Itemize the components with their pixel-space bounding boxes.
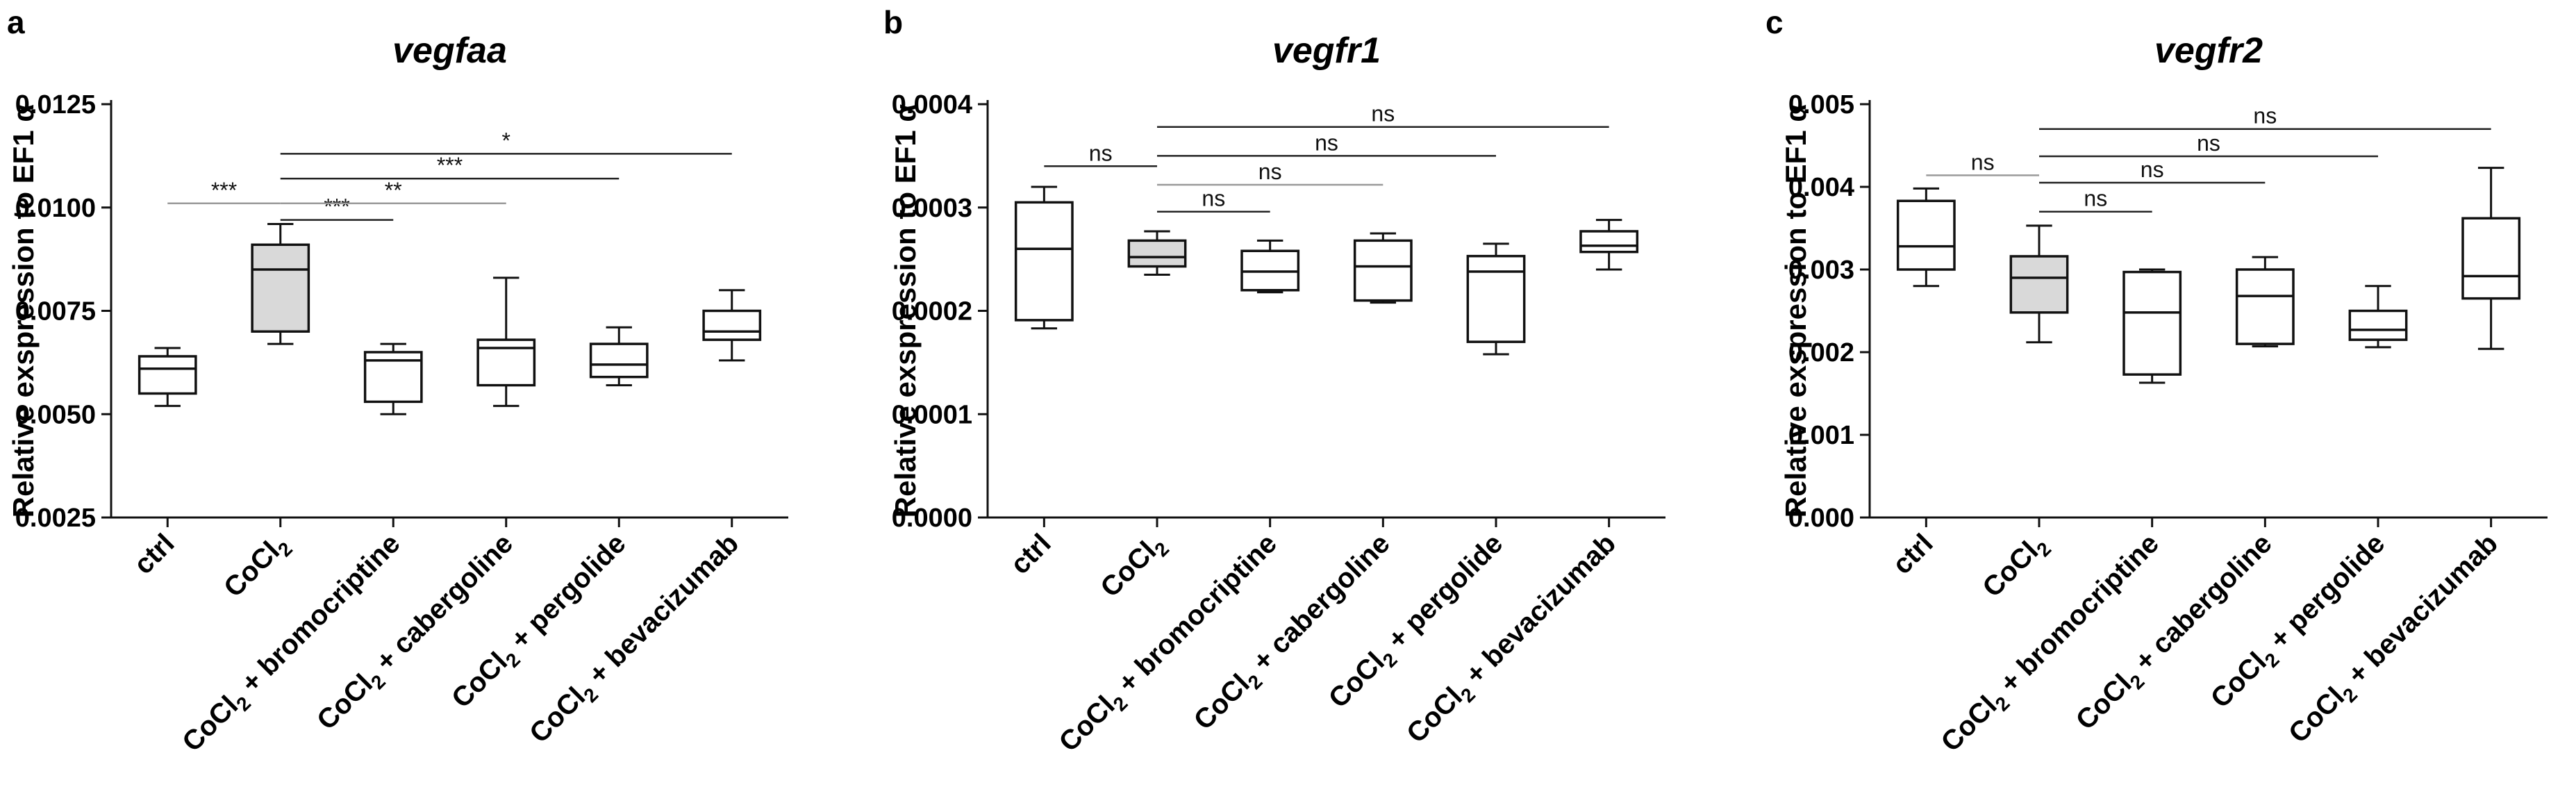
x-category-label: CoCl2 + cabergoline bbox=[1188, 528, 1399, 739]
y-axis-label: Relative exspression to EF1 α bbox=[7, 104, 40, 518]
panel-letter: b bbox=[883, 4, 903, 40]
box-iqr bbox=[2348, 309, 2408, 341]
significance-label: *** bbox=[211, 178, 237, 203]
significance-label: *** bbox=[437, 153, 463, 178]
x-category-label: CoCl2 + cabergoline bbox=[2070, 528, 2282, 739]
panel-letter: c bbox=[1765, 4, 1784, 40]
x-category-label: CoCl2 + bevacizumab bbox=[2283, 528, 2507, 752]
box-iqr bbox=[251, 243, 310, 333]
significance-label: ns bbox=[1089, 140, 1113, 165]
box-2 bbox=[2122, 268, 2182, 384]
y-tick-label: 0.003 bbox=[1788, 256, 1854, 285]
x-category-label: CoCl2 bbox=[1095, 528, 1173, 606]
box-iqr bbox=[1353, 239, 1413, 302]
y-tick-label: 0.005 bbox=[1788, 90, 1854, 119]
y-tick-label: 0.000 bbox=[1788, 504, 1854, 533]
box-iqr bbox=[2235, 268, 2295, 345]
significance-label: ns bbox=[1371, 101, 1395, 126]
y-tick-label: 0.0003 bbox=[892, 194, 972, 223]
box-iqr bbox=[2009, 255, 2069, 314]
box-3 bbox=[2235, 256, 2295, 348]
y-tick-label: 0.0000 bbox=[892, 504, 972, 533]
significance-label: ns bbox=[1315, 130, 1338, 155]
chart-title: vegfaa bbox=[392, 31, 507, 71]
panel-letter: a bbox=[7, 4, 25, 40]
x-category-label: CoCl2 + bevacizumab bbox=[1401, 528, 1625, 752]
y-tick-label: 0.0125 bbox=[15, 90, 96, 119]
significance-label: ns bbox=[2253, 103, 2277, 129]
x-category-label: ctrl bbox=[1005, 528, 1057, 580]
y-tick-label: 0.002 bbox=[1788, 338, 1854, 367]
significance-label: ns bbox=[1258, 159, 1282, 184]
x-category-label: CoCl2 bbox=[218, 528, 297, 606]
box-iqr bbox=[2461, 217, 2521, 300]
significance-label: ns bbox=[2197, 131, 2220, 156]
box-1 bbox=[1127, 230, 1187, 276]
x-category-label: CoCl2 + cabergoline bbox=[311, 528, 522, 739]
box-iqr bbox=[1579, 230, 1639, 254]
box-iqr bbox=[2122, 270, 2182, 376]
y-axis-label: Relative exspression to EF1 α bbox=[889, 104, 922, 518]
significance-label: ** bbox=[385, 178, 402, 203]
y-tick-label: 0.0002 bbox=[892, 297, 972, 326]
significance-label: ns bbox=[2141, 157, 2164, 182]
significance-label: * bbox=[502, 128, 510, 153]
box-4 bbox=[2348, 285, 2408, 349]
box-iqr bbox=[589, 342, 649, 379]
box-5 bbox=[2461, 167, 2521, 350]
y-tick-label: 0.0075 bbox=[15, 297, 96, 326]
significance-label: *** bbox=[324, 194, 349, 219]
box-4 bbox=[589, 326, 649, 387]
chart-title: vegfr1 bbox=[1272, 31, 1381, 71]
chart-panel-c: c vegfr2 Relative exspression to EF1 α0.00… bbox=[1765, 4, 2548, 761]
box-1 bbox=[2009, 224, 2069, 344]
box-iqr bbox=[1014, 201, 1074, 322]
box-3 bbox=[476, 276, 536, 407]
box-5 bbox=[1579, 219, 1639, 271]
y-tick-label: 0.0001 bbox=[892, 400, 972, 429]
box-1 bbox=[251, 223, 310, 345]
x-category-label: ctrl bbox=[1887, 528, 1939, 580]
box-2 bbox=[1240, 239, 1300, 294]
box-2 bbox=[363, 342, 423, 415]
significance-label: ns bbox=[2084, 186, 2107, 211]
box-iqr bbox=[1896, 199, 1956, 271]
x-category-label: ctrl bbox=[128, 528, 180, 580]
box-iqr bbox=[702, 309, 762, 341]
box-0 bbox=[138, 347, 197, 407]
box-iqr bbox=[1127, 239, 1187, 268]
box-iqr bbox=[138, 355, 197, 395]
y-axis-label: Relative exspression to EF1 α bbox=[1779, 104, 1812, 518]
y-tick-label: 0.0100 bbox=[15, 194, 96, 223]
x-category-label: CoCl2 bbox=[1977, 528, 2055, 606]
box-0 bbox=[1014, 185, 1074, 330]
chart-title: vegfr2 bbox=[2154, 31, 2263, 71]
box-4 bbox=[1466, 242, 1526, 356]
x-category-label: CoCl2 + bromocriptine bbox=[1054, 528, 1286, 761]
y-tick-label: 0.004 bbox=[1788, 173, 1854, 202]
y-tick-label: 0.0050 bbox=[15, 400, 96, 429]
chart-panel-b: b vegfr1 Relative exspression to EF1 α0.00… bbox=[883, 4, 1665, 761]
box-iqr bbox=[476, 338, 536, 387]
x-category-label: CoCl2 + bevacizumab bbox=[524, 528, 748, 752]
box-iqr bbox=[1466, 254, 1526, 343]
x-category-label: CoCl2 + bromocriptine bbox=[176, 528, 409, 761]
y-tick-label: 0.0004 bbox=[892, 90, 972, 119]
x-category-label: CoCl2 + bromocriptine bbox=[1936, 528, 2168, 761]
significance-label: ns bbox=[1971, 149, 1995, 174]
y-tick-label: 0.0025 bbox=[15, 504, 96, 533]
box-0 bbox=[1896, 187, 1956, 288]
box-5 bbox=[702, 289, 762, 362]
y-tick-label: 0.001 bbox=[1788, 421, 1854, 450]
box-3 bbox=[1353, 232, 1413, 304]
significance-label: ns bbox=[1202, 186, 1225, 211]
chart-panel-a: a vegfaa Relative exspression to EF1 α0.00… bbox=[7, 4, 788, 761]
